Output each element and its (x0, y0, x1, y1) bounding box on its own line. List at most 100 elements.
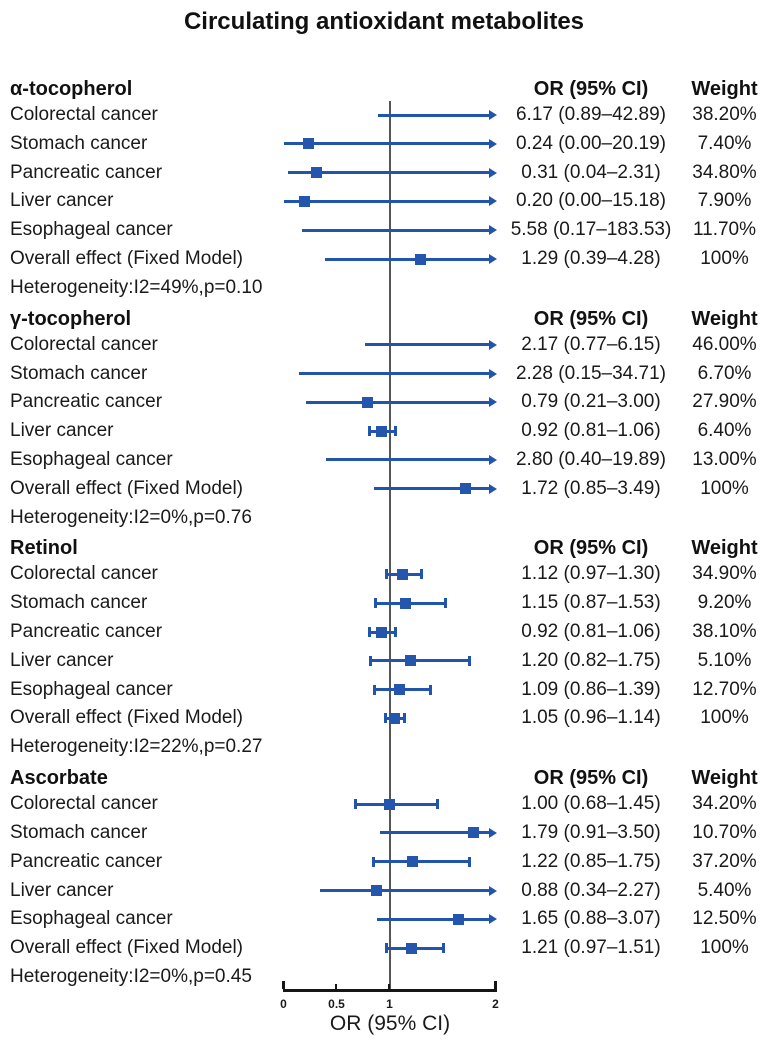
section-header: Ascorbate (10, 767, 108, 790)
row-label: Liver cancer (10, 649, 114, 671)
weight-value: 100% (700, 937, 749, 959)
or-marker (452, 913, 464, 925)
or-marker (303, 138, 315, 150)
axis-tick (282, 981, 285, 989)
heterogeneity-text: Heterogeneity:I2=22%,p=0.27 (10, 736, 263, 758)
weight-column-header: Weight (691, 767, 758, 790)
arrow-right-icon (489, 483, 497, 494)
or-value: 0.79 (0.21–3.00) (521, 391, 661, 413)
ci-cap-right (467, 655, 471, 666)
weight-value: 12.50% (692, 908, 757, 930)
heterogeneity-text: Heterogeneity:I2=49%,p=0.10 (10, 276, 263, 298)
weight-value: 5.40% (697, 879, 752, 901)
heterogeneity-text: Heterogeneity:I2=0%,p=0.45 (10, 965, 252, 987)
ci-cap-right (429, 684, 433, 695)
arrow-right-icon (489, 138, 497, 149)
or-value: 5.58 (0.17–183.53) (510, 219, 672, 241)
arrow-right-icon (489, 254, 497, 264)
row-label: Stomach cancer (10, 592, 148, 614)
axis-tick (388, 984, 390, 989)
ci-line (376, 917, 490, 921)
row-label: Pancreatic cancer (10, 850, 163, 872)
chart-title: Circulating antioxidant metabolites (183, 8, 585, 35)
row-label: Colorectal cancer (10, 104, 158, 125)
arrow-right-icon (489, 110, 497, 120)
ci-cap-left (367, 426, 371, 437)
section-header: α-tocopherol (10, 78, 133, 100)
or-marker (414, 253, 426, 265)
or-column-header: OR (95% CI) (533, 78, 649, 100)
ci-line (299, 372, 490, 375)
weight-value: 5.10% (697, 649, 752, 671)
row-label: Colorectal cancer (10, 563, 158, 585)
arrow-right-icon (489, 196, 497, 207)
axis-tick (335, 984, 337, 989)
or-value: 0.24 (0.00–20.19) (515, 132, 666, 154)
ci-cap-right (394, 426, 398, 437)
section-header: Retinol (10, 537, 78, 560)
ci-cap-left (383, 713, 387, 724)
or-value: 0.88 (0.34–2.27) (521, 879, 661, 901)
or-value: 0.92 (0.81–1.06) (521, 621, 661, 642)
heterogeneity-text: Heterogeneity:I2=0%,p=0.76 (10, 506, 252, 528)
ci-cap-right (402, 713, 406, 724)
ci-cap-left (374, 598, 378, 609)
weight-value: 10.70% (692, 821, 757, 843)
axis-tick-label: 0 (280, 997, 287, 1011)
or-value: 1.05 (0.96–1.14) (521, 707, 661, 729)
or-value: 0.31 (0.04–2.31) (521, 161, 661, 183)
weight-value: 46.00% (692, 333, 757, 355)
ci-line (287, 171, 490, 175)
ci-cap-right (467, 856, 471, 867)
or-value: 2.17 (0.77–6.15) (521, 333, 661, 355)
or-marker (384, 798, 395, 810)
ci-cap-right (442, 943, 446, 954)
weight-value: 34.20% (692, 793, 757, 815)
arrow-right-icon (489, 397, 497, 408)
or-value: 1.29 (0.39–4.28) (521, 248, 661, 269)
ci-cap-left (367, 627, 371, 637)
or-marker (310, 167, 322, 179)
ci-line (325, 458, 490, 462)
or-value: 2.28 (0.15–34.71) (515, 362, 666, 384)
arrow-right-icon (489, 368, 497, 379)
weight-value: 38.10% (692, 621, 757, 642)
ci-line (379, 831, 490, 835)
weight-column-header: Weight (691, 537, 758, 560)
ci-line (283, 199, 490, 203)
axis-tick-label: 2 (492, 997, 499, 1011)
reference-line (388, 101, 391, 990)
ci-line (373, 487, 490, 491)
or-marker (460, 483, 472, 495)
axis-tick-label: 0.5 (328, 997, 345, 1011)
or-value: 0.20 (0.00–15.18) (515, 190, 666, 212)
or-value: 1.12 (0.97–1.30) (521, 563, 661, 585)
or-value: 1.00 (0.68–1.45) (521, 793, 661, 815)
ci-cap-left (373, 684, 377, 695)
or-marker (406, 942, 418, 954)
row-label: Stomach cancer (10, 821, 148, 843)
weight-column-header: Weight (691, 78, 758, 100)
weight-value: 38.20% (692, 104, 757, 125)
ci-line (301, 228, 490, 232)
axis-tick (494, 981, 497, 989)
or-value: 1.22 (0.85–1.75) (521, 850, 661, 872)
row-label: Esophageal cancer (10, 908, 173, 930)
row-label: Pancreatic cancer (10, 621, 163, 642)
or-column-header: OR (95% CI) (533, 767, 649, 790)
or-marker (375, 626, 387, 638)
or-value: 1.09 (0.86–1.39) (521, 678, 661, 700)
or-column-header: OR (95% CI) (533, 307, 649, 330)
weight-value: 37.20% (692, 850, 757, 872)
row-label: Colorectal cancer (10, 793, 158, 815)
ci-cap-left (354, 799, 358, 810)
weight-value: 6.70% (697, 362, 752, 384)
or-marker (467, 827, 479, 839)
or-value: 1.72 (0.85–3.49) (521, 477, 661, 499)
or-value: 1.15 (0.87–1.53) (521, 592, 661, 614)
ci-line (377, 113, 490, 117)
or-value: 2.80 (0.40–19.89) (515, 448, 666, 470)
row-label: Liver cancer (10, 190, 114, 212)
axis-tick-label: 1 (386, 997, 393, 1011)
